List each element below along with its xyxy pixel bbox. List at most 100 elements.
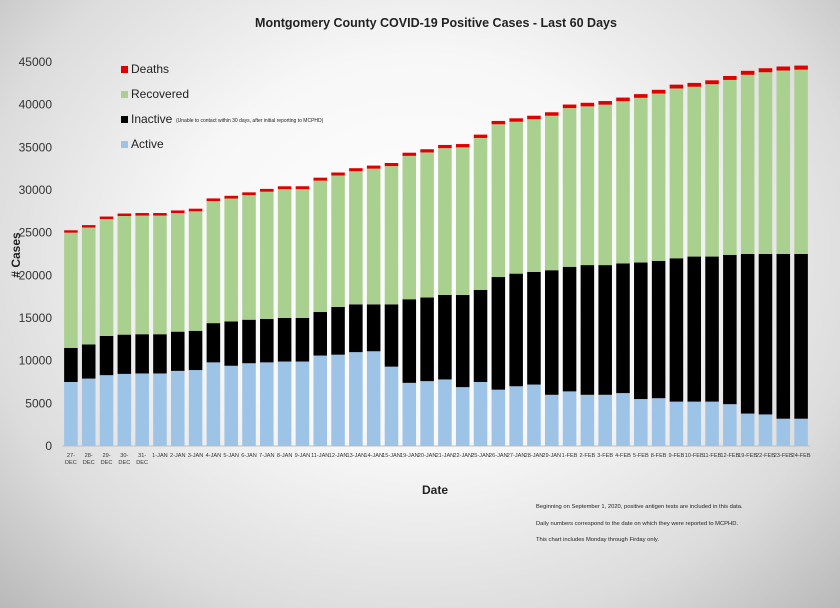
x-tick-label: 29-JAN [542,453,561,459]
x-tick-label: 28-DEC [83,453,95,466]
bar-segment-deaths [260,188,274,192]
legend-swatch-deaths [121,66,128,73]
x-tick-label: 6-JAN [241,453,257,459]
y-tick-label: 0 [45,439,52,453]
legend: Deaths Recovered Inactive (Unable to contac… [121,62,324,151]
x-tick-label: 30-DEC [118,453,130,466]
x-tick-label: 26-JAN [489,453,508,459]
bar-segment-recovered [206,201,221,324]
x-tick-label: 1-FEB [562,453,578,459]
y-axis-title: # Cases [9,232,23,278]
footnotes: Beginning on September 1, 2020, positive… [536,504,743,543]
bar-segment-active [135,373,149,446]
bar-segment-active [669,401,684,446]
bar-segment-deaths [598,101,612,105]
legend-label-recovered: Recovered [131,87,189,101]
x-tick-label: 13-JAN [347,453,366,459]
bar-segment-inactive [616,263,630,394]
bar-segment-inactive [170,331,185,371]
bar-segment-inactive [634,262,648,400]
chart-title: Montgomery County COVID-19 Positive Case… [255,16,617,30]
bar-segment-deaths [349,168,363,172]
bar-segment-deaths [295,186,310,190]
bar-segment-active [64,382,78,446]
bar-segment-active [260,362,274,446]
bar-segment-active [81,378,96,446]
x-tick-label: 7-JAN [259,453,275,459]
bar-segment-deaths [206,198,221,202]
bar-segment-active [491,389,506,446]
x-tick-label: 12-JAN [329,453,348,459]
legend-swatch-inactive [121,116,128,123]
bar-segment-inactive [81,344,96,379]
bar-segment-recovered [135,215,149,335]
bar-segment-recovered [331,175,345,307]
bar-segment-deaths [509,118,523,122]
x-tick-label: 12-FEB [720,453,739,459]
x-tick-label: 20-JAN [418,453,437,459]
x-tick-label: 23-FEB [774,453,793,459]
x-tick-label: 11-JAN [311,453,329,459]
bar-segment-deaths [455,144,470,148]
bar-segment-active [420,381,434,446]
bar-segment-recovered [349,171,363,305]
bar-segment-inactive [420,297,434,382]
bar-segment-active [117,373,132,446]
bar-segment-active [527,384,541,446]
bar-segment-inactive [455,294,470,388]
bar-segment-active [331,354,345,446]
x-tick-label: 31-DEC [136,453,148,466]
x-tick-label: 8-FEB [651,453,667,459]
bar-segment-recovered [509,121,523,274]
bar-segment-deaths [153,213,167,216]
bar-segment-inactive [224,321,238,366]
x-tick-label: 25-JAN [471,453,490,459]
bar-segment-inactive [758,254,773,415]
bar-segment-active [544,394,559,446]
bar-segment-inactive [509,273,523,387]
x-tick-label: 1-JAN [152,453,168,459]
x-tick-label: 24-FEB [792,453,811,459]
bar-segment-deaths [117,213,132,217]
x-tick-label: 27-DEC [65,453,77,466]
bar-segment-deaths [331,172,345,176]
bar-segment-recovered [562,108,577,267]
bar-segment-recovered [776,70,791,254]
x-tick-label: 28-JAN [525,453,544,459]
bar-segment-inactive [544,270,559,395]
bar-segment-deaths [634,94,648,98]
x-tick-label: 4-JAN [206,453,222,459]
bar-segment-deaths [669,84,684,89]
bar-segment-active [651,398,666,446]
footnote: Daily numbers correspond to the date on … [536,521,738,527]
bar-segment-inactive [402,299,417,383]
bar-segment-inactive [99,335,114,376]
x-tick-label: 29-DEC [101,453,113,466]
bar-segment-recovered [99,219,114,336]
bar-segment-active [598,394,612,446]
bar-segment-recovered [64,232,78,348]
bar-segment-deaths [188,208,203,212]
footnote: This chart includes Monday through Firda… [536,537,659,543]
bar-segment-deaths [723,75,737,80]
bar-segment-deaths [170,210,185,214]
bar-segment-recovered [580,106,595,266]
bar-segment-recovered [438,148,452,295]
x-axis-title: Date [422,483,448,497]
bar-segment-active [99,375,114,446]
bar-segment-deaths [616,97,630,102]
bar-segment-inactive [153,334,167,374]
bar-segment-recovered [295,189,310,318]
bar-segment-recovered [188,211,203,331]
bar-segment-active [562,391,577,446]
bar-segment-deaths [687,82,702,87]
footnote: Beginning on September 1, 2020, positive… [536,504,743,510]
bar-segment-active [313,355,328,446]
bar-segment-inactive [705,256,719,402]
bar-segment-deaths [740,70,755,75]
x-tick-label: 14-JAN [364,453,383,459]
y-tick-label: 20000 [19,268,53,282]
bar-segment-recovered [758,72,773,255]
